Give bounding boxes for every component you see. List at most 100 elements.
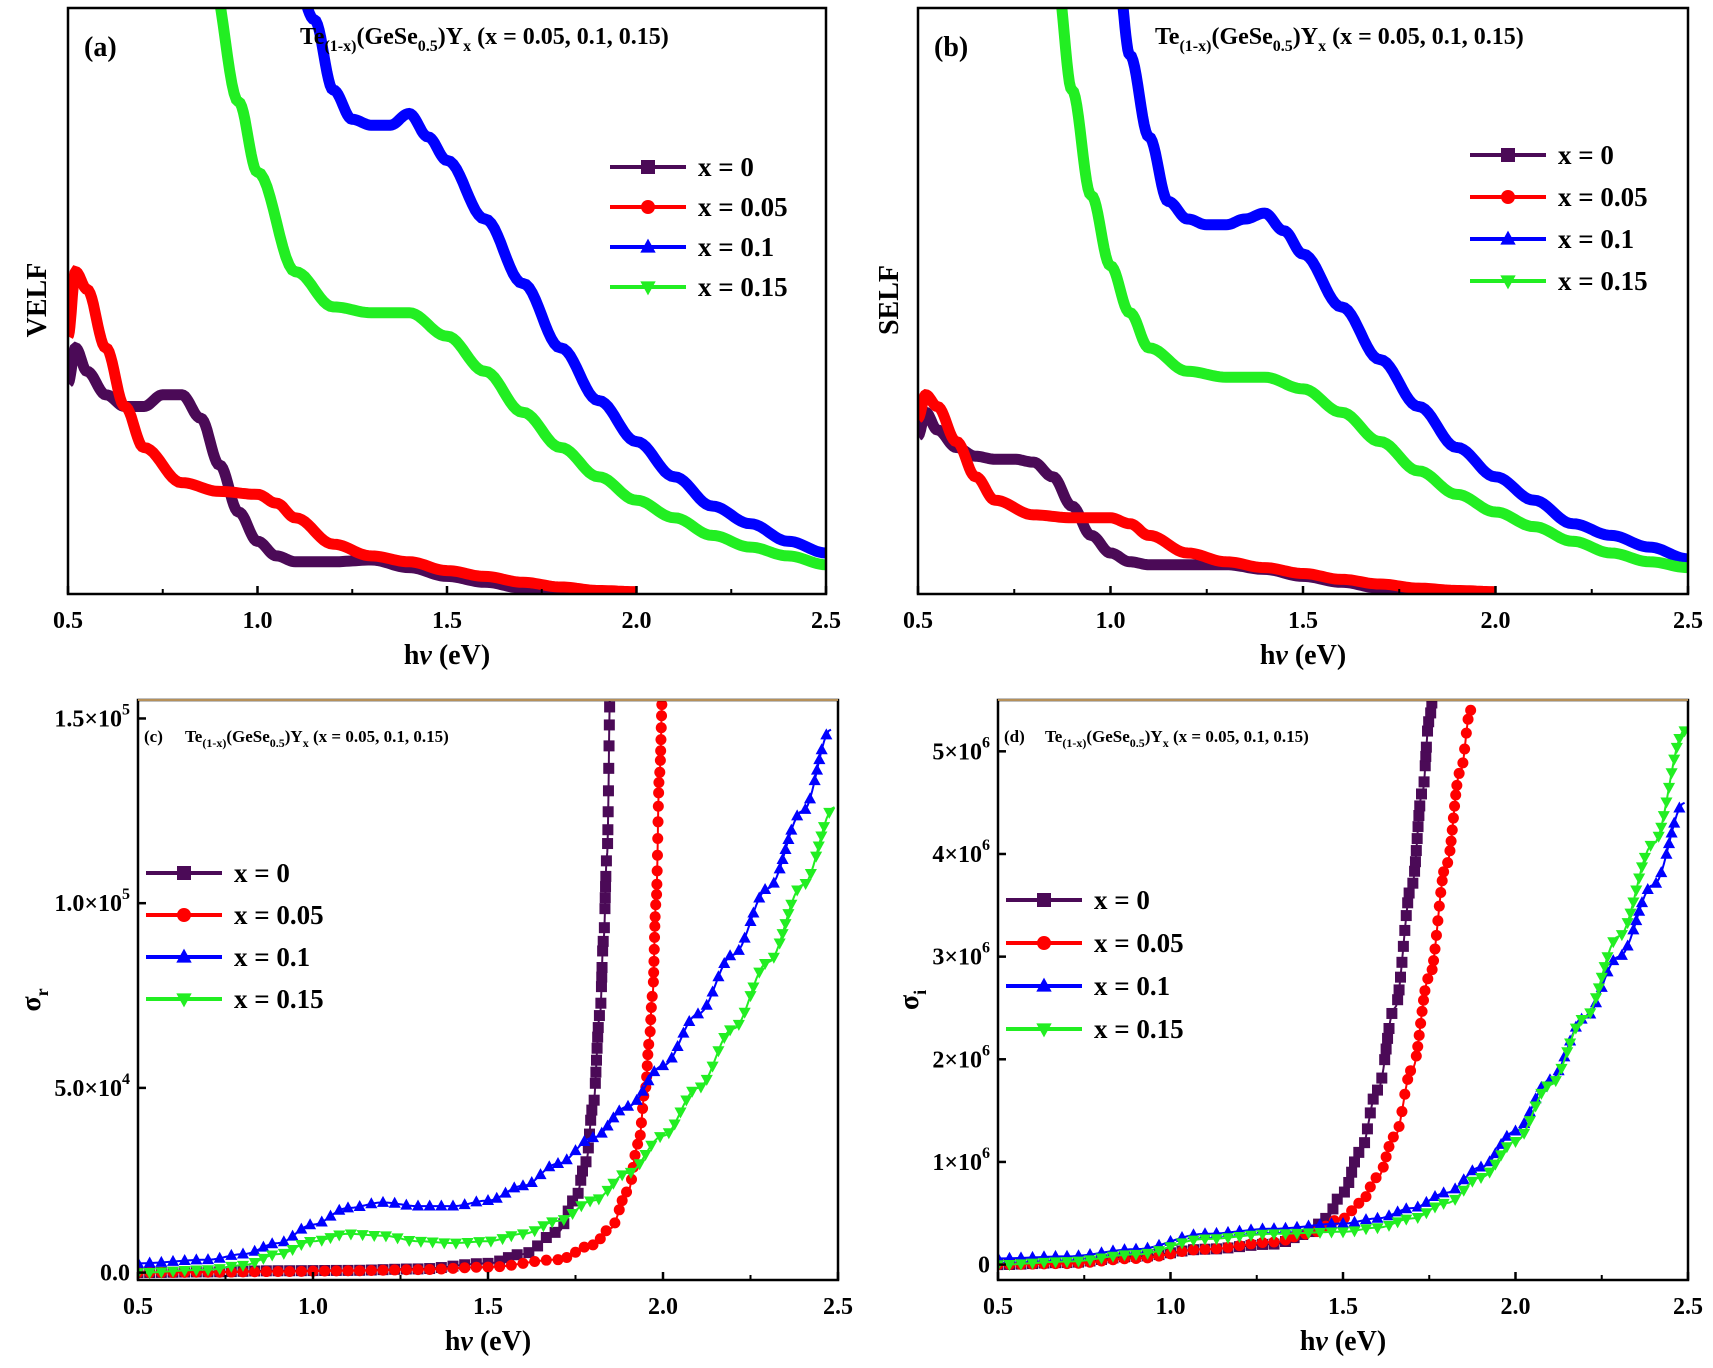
- legend-marker: [1036, 1023, 1052, 1038]
- series-0: [138, 700, 616, 1279]
- data-point: [388, 1196, 401, 1208]
- data-point: [1188, 1244, 1199, 1256]
- data-point: [403, 1235, 416, 1247]
- data-point: [1446, 824, 1458, 836]
- data-point: [324, 1209, 337, 1221]
- data-point: [190, 1253, 203, 1265]
- data-point: [249, 1266, 261, 1278]
- data-point: [602, 806, 614, 818]
- data-point: [438, 1238, 451, 1250]
- data-point: [551, 1157, 565, 1169]
- data-point: [412, 1264, 424, 1276]
- legend: x = 0 x = 0.05 x = 0.1 x = 0.15: [146, 858, 324, 1014]
- data-point: [1290, 1228, 1304, 1240]
- data-point: [155, 1255, 168, 1267]
- data-point: [597, 935, 609, 947]
- data-point: [1400, 1202, 1413, 1214]
- data-point: [596, 971, 608, 983]
- data-point: [1450, 789, 1462, 801]
- y-tick-label: 0.0: [100, 1261, 130, 1287]
- data-point: [671, 1039, 684, 1051]
- data-point: [1420, 1195, 1433, 1207]
- data-point: [324, 1233, 337, 1245]
- data-point: [561, 1252, 573, 1264]
- data-point: [732, 1019, 745, 1031]
- data-point: [648, 1065, 661, 1077]
- data-point: [651, 878, 663, 890]
- data-point: [1037, 1257, 1051, 1269]
- data-point: [426, 1237, 439, 1249]
- data-point: [1302, 1228, 1315, 1240]
- legend-marker: [640, 238, 656, 253]
- legend-label: x = 0.05: [1558, 182, 1648, 212]
- data-point: [1673, 801, 1686, 813]
- data-point: [1187, 1235, 1200, 1247]
- data-point: [517, 1257, 529, 1269]
- data-point: [1383, 1141, 1395, 1153]
- data-point: [368, 1230, 381, 1242]
- data-point: [540, 1232, 552, 1244]
- data-point: [257, 1240, 270, 1252]
- data-point: [1199, 1243, 1211, 1255]
- data-point: [1003, 1251, 1016, 1263]
- legend-marker: [1036, 977, 1052, 992]
- data-point: [1615, 948, 1628, 960]
- legend-marker: [641, 160, 655, 174]
- data-point: [1584, 1008, 1597, 1020]
- data-point: [537, 1221, 550, 1233]
- data-point: [600, 870, 612, 882]
- data-point: [1376, 1072, 1388, 1084]
- panel-c: 0.5 1.0 1.5 2.0 2.5 0.0 5.0×104 1.0×105 1.5×105 h…: [16, 698, 853, 1357]
- series-line: [138, 700, 611, 1274]
- series-1: [68, 265, 637, 594]
- data-point: [593, 1010, 605, 1022]
- data-point: [1457, 1185, 1470, 1197]
- x-tick-label: 1.5: [1328, 1294, 1358, 1320]
- data-point: [499, 1186, 512, 1198]
- data-point: [1660, 797, 1673, 809]
- data-point: [1410, 1050, 1422, 1062]
- y-tick-label: 0: [978, 1253, 990, 1279]
- data-point: [1529, 1101, 1542, 1113]
- data-point: [651, 865, 663, 877]
- data-point: [578, 1134, 591, 1146]
- data-point: [1419, 985, 1431, 997]
- data-point: [1561, 1047, 1574, 1059]
- data-point: [1413, 1029, 1425, 1041]
- data-point: [1364, 1181, 1376, 1193]
- plot-area: [918, 8, 1688, 594]
- data-point: [653, 777, 665, 789]
- data-point: [1386, 1007, 1398, 1019]
- data-point: [1106, 1251, 1120, 1263]
- data-point: [1523, 1116, 1536, 1128]
- data-point: [1325, 1227, 1338, 1239]
- data-point: [1346, 1166, 1358, 1178]
- data-point: [1589, 993, 1603, 1005]
- data-point: [1638, 852, 1651, 864]
- data-point: [700, 1074, 713, 1086]
- data-point: [400, 1198, 413, 1210]
- data-point: [353, 1199, 366, 1211]
- data-point: [1072, 1256, 1085, 1268]
- data-point: [286, 1229, 299, 1241]
- data-point: [1118, 1250, 1131, 1262]
- data-point: [1391, 1217, 1404, 1229]
- data-point: [1418, 776, 1430, 788]
- data-point: [1420, 750, 1432, 762]
- data-point: [1372, 1084, 1383, 1096]
- data-point: [718, 956, 731, 968]
- data-point: [648, 966, 660, 978]
- data-point: [1359, 1224, 1373, 1236]
- data-point: [1438, 866, 1450, 878]
- data-point: [1244, 1230, 1258, 1242]
- data-point: [178, 1265, 191, 1277]
- data-point: [649, 931, 661, 943]
- data-point: [683, 1014, 696, 1026]
- series-line: [1056, 8, 1688, 574]
- data-point: [315, 1215, 328, 1227]
- data-point: [1555, 1063, 1568, 1075]
- x-tick-label: 2.5: [1673, 1294, 1703, 1320]
- data-point: [1412, 821, 1424, 833]
- series-1: [138, 700, 668, 1279]
- data-point: [540, 1254, 552, 1266]
